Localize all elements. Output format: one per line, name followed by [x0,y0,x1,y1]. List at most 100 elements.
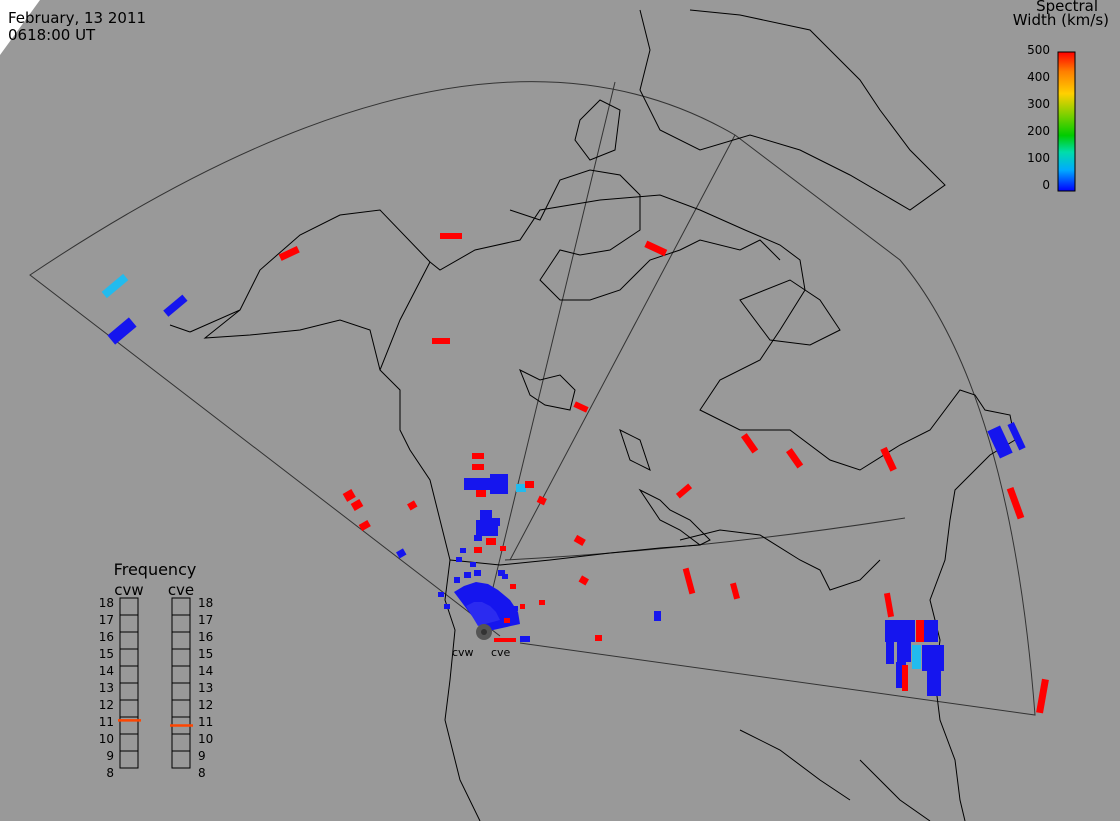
scatter-cell [474,535,482,541]
colorbar-tick: 0 [1042,178,1050,192]
scatter-cell [885,620,911,642]
frequency-tick-left: 10 [98,732,114,746]
colorbar-title-line2: Width (km/s) [1012,11,1109,29]
west-coast [169,309,481,821]
scatter-cell [905,620,915,642]
arctic-islands [509,169,781,301]
corner-cut [0,0,40,55]
scatter-cell [464,572,471,578]
greenland-coast [639,9,946,211]
cve-radar-marker [481,629,487,635]
scatter-cell [440,233,462,239]
coastlines [169,9,1016,821]
scatter-cell [886,642,894,664]
scatter-cell [474,570,481,576]
scatter-cell [350,499,364,511]
scatter-cell [342,489,356,502]
scatter-cell [444,604,450,609]
scatter-cell [880,446,897,472]
scatter-cell [525,481,534,488]
frequency-tick-right: 12 [198,698,214,712]
scatter-cell [573,534,586,546]
cve-frequency-header: cve [167,581,195,599]
date-label: February, 13 2011 [8,9,147,27]
scatter-cell [1036,678,1049,714]
colorbar-tick: 400 [1027,70,1050,84]
scatter-cell [987,425,1013,459]
scatter-cell [883,592,895,618]
scatter-cell [785,448,804,469]
colorbar-tick: 200 [1027,124,1050,138]
frequency-tick-left: 16 [98,630,114,644]
frequency-tick-left: 8 [106,766,114,780]
frequency-tick-right: 18 [198,596,214,610]
frequency-tick-left: 14 [98,664,114,678]
fov-boundary [29,81,1036,716]
scatter-cell [730,582,740,600]
fov-beam-edge [489,81,616,601]
scatter-cell [536,495,547,506]
scatter-cell [520,636,530,642]
scatter-cell [924,620,938,642]
scatter-cell [740,433,759,454]
frequency-tick-right: 16 [198,630,214,644]
scatter-cell [498,570,505,576]
near-range-fan [438,546,545,642]
colorbar-tick: 100 [1027,151,1050,165]
scatter-cell [454,577,460,583]
colorbar [1057,51,1076,192]
frequency-tick-right: 10 [198,732,214,746]
scatter-cell [520,604,525,609]
borders [379,261,701,566]
ellesmere-island [574,99,621,161]
great-lakes [638,488,711,546]
scatter-cell [927,668,941,696]
frequency-tick-left: 15 [98,647,114,661]
scatter-cell [512,606,518,611]
scatter-cell [456,557,462,562]
frequency-tick-right: 9 [198,749,206,763]
lake-shores [679,529,881,591]
scatter-cell [492,518,500,526]
gulf-coast [859,759,931,821]
scatter-cell [472,453,484,459]
scatter-cell [407,500,418,511]
scatter-cell [654,611,661,621]
scatter-cell [504,618,510,623]
radar-sites [476,624,492,640]
scatter-cell [464,478,492,490]
frequency-tick-left: 9 [106,749,114,763]
baffin-island [739,279,841,346]
scatter-cell [516,484,526,492]
scatter-cell [644,240,668,257]
north-america-coast [189,194,1016,821]
frequency-title: Frequency [113,560,197,579]
fov-beam-edge [509,134,736,561]
scatter-cell [101,273,129,299]
scatter-cell [1007,422,1026,451]
backscatter [101,233,1049,714]
scatter-cell [470,562,476,567]
scatter-cell [896,662,906,688]
scatter-cell [432,338,450,344]
field-of-view [29,81,1036,716]
hudson-bay-island [519,368,576,411]
scatter-cell [595,635,602,641]
scatter-cell [494,638,516,642]
cvw-radar-label: cvw [452,646,474,659]
scatter-cell [510,584,516,589]
scatter-cell [474,547,482,553]
scatter-cell [107,317,137,345]
frequency-tick-left: 11 [98,715,114,729]
scatter-cell [922,645,944,671]
frequency-tick-left: 17 [98,613,114,627]
scatter-cell [476,490,486,497]
fan-inner [466,602,500,626]
frequency-tick-left: 13 [98,681,114,695]
frequency-tick-right: 13 [198,681,214,695]
fov-range-arc [504,517,906,561]
scatter-cell [539,600,545,605]
scatter-cell [163,294,188,317]
